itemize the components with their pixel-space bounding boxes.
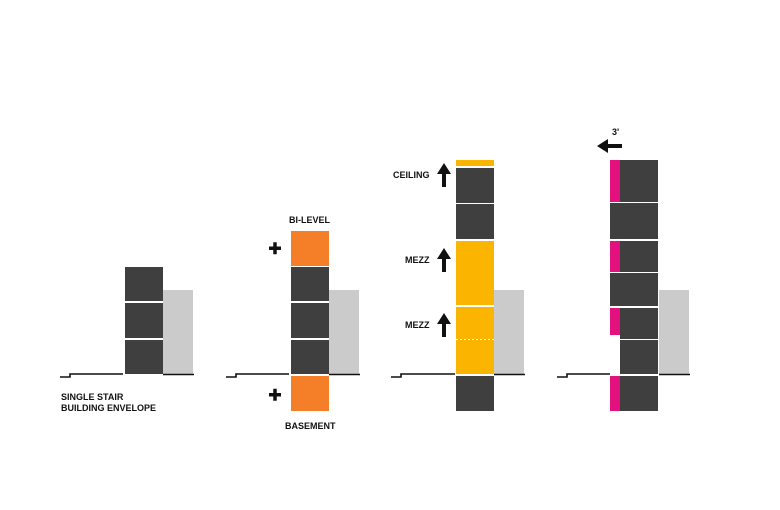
arrow-up-icon (437, 248, 451, 272)
building-floor-4 (620, 241, 658, 272)
basement-floor (620, 376, 658, 411)
building-floor-5 (610, 203, 658, 239)
ground-line (557, 373, 610, 378)
building-floor-2 (291, 303, 329, 338)
building-floor-1 (125, 340, 163, 374)
setback-label: 3' (612, 127, 619, 137)
panel-bi-level: BI-LEVEL BASEMENT (226, 215, 360, 431)
arrow-left-icon (597, 139, 622, 153)
single-stair-label-line2: BUILDING ENVELOPE (61, 403, 156, 413)
neighbor-building (659, 290, 689, 374)
single-stair-label-line1: SINGLE STAIR (61, 392, 124, 402)
basement-floor (456, 376, 494, 411)
upper-floor-top (456, 168, 494, 203)
setback-strip (610, 160, 620, 202)
ground-line (226, 373, 289, 378)
basement-label: BASEMENT (285, 421, 336, 431)
panel-setback: 3' (557, 127, 690, 411)
building-floor-3 (291, 267, 329, 301)
mezz-label-upper: MEZZ (405, 255, 430, 265)
bi-level-addition (291, 231, 329, 266)
building-floor-6 (620, 160, 658, 202)
upper-floor-bottom (456, 204, 494, 239)
building-floor-2 (125, 303, 163, 338)
basement-addition (291, 376, 329, 411)
arrow-up-icon (437, 163, 451, 187)
building-floor-1 (620, 340, 658, 374)
ground-line (60, 373, 123, 378)
bi-level-label: BI-LEVEL (289, 215, 331, 225)
ceiling-label: CEILING (393, 170, 430, 180)
plus-icon (269, 388, 281, 401)
ground-line (391, 373, 455, 378)
panel-single-stair: SINGLE STAIR BUILDING ENVELOPE (60, 267, 194, 413)
neighbor-building (329, 290, 359, 374)
setback-strip (610, 308, 620, 335)
mezz-label-lower: MEZZ (405, 320, 430, 330)
setback-strip (610, 241, 620, 272)
plus-icon (269, 242, 281, 255)
mezzanine-level-lower (456, 307, 494, 374)
setback-strip (610, 376, 620, 411)
building-floor-2 (620, 308, 658, 339)
building-floor-3 (125, 267, 163, 301)
neighbor-building (163, 290, 193, 374)
arrow-up-icon (437, 313, 451, 337)
neighbor-building (494, 290, 524, 374)
mezzanine-level-upper (456, 241, 494, 305)
building-floor-1 (291, 340, 329, 374)
ceiling-raise (456, 160, 494, 166)
panel-mezzanine: CEILING MEZZ MEZZ (391, 160, 525, 411)
building-floor-3 (610, 273, 658, 306)
